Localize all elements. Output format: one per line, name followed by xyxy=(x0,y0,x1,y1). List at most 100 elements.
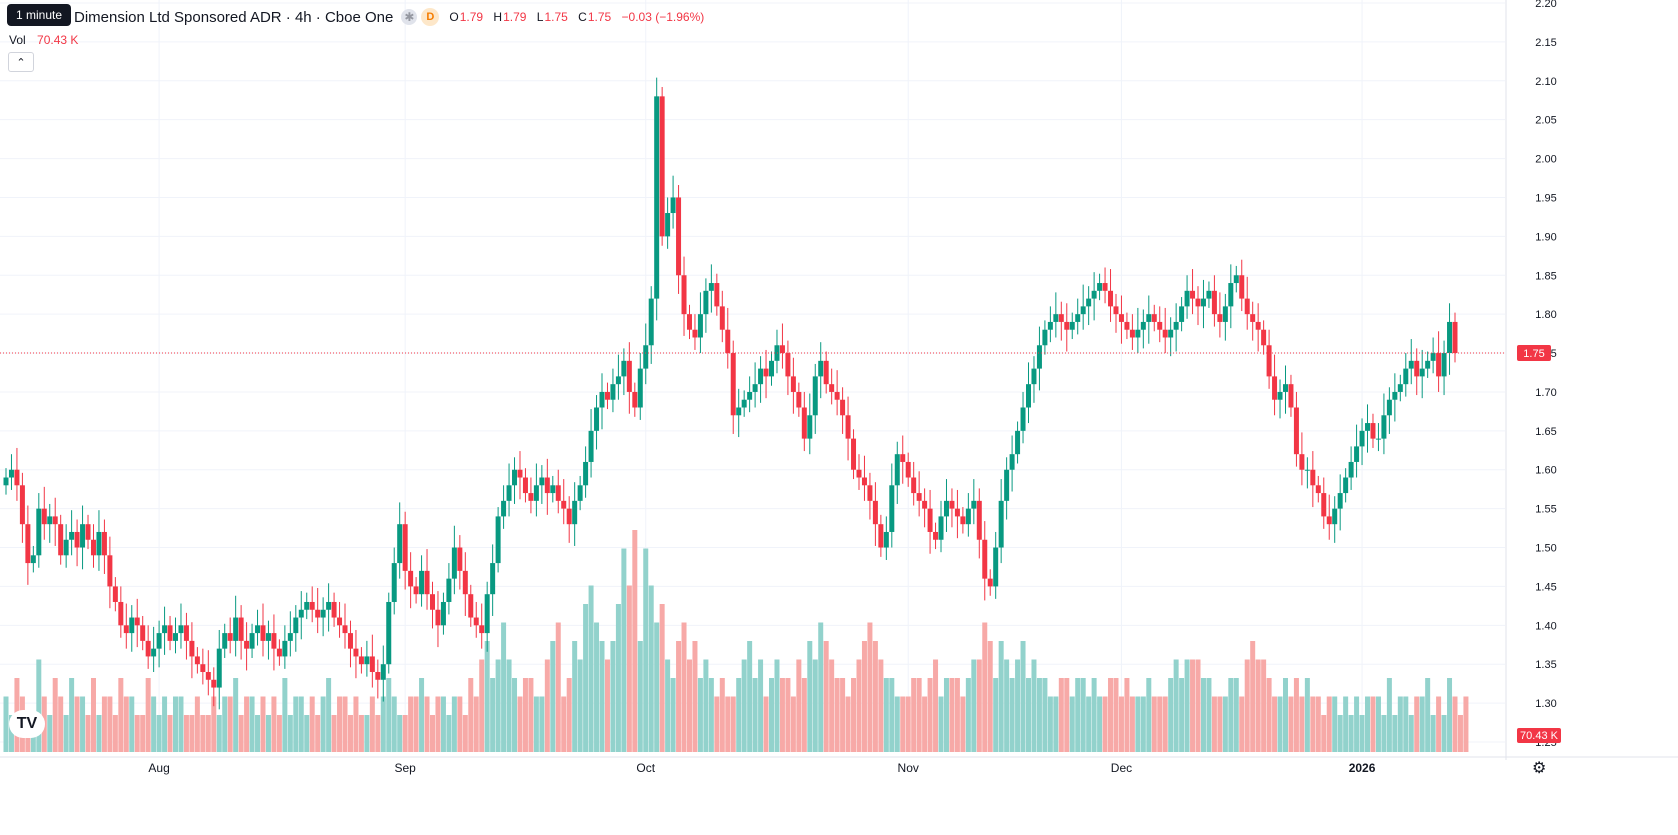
price-tick-label: 1.50 xyxy=(1535,543,1556,555)
volume-bar xyxy=(1365,696,1371,752)
volume-bar xyxy=(643,548,649,752)
candle-body xyxy=(1310,469,1316,486)
candle-body xyxy=(156,633,162,649)
candle-body xyxy=(911,477,917,494)
candle-body xyxy=(719,306,725,330)
volume-bar xyxy=(637,641,643,752)
volume-bar xyxy=(1009,678,1015,752)
volume-bar xyxy=(730,696,736,752)
candle-body xyxy=(878,524,884,548)
volume-bar xyxy=(725,696,731,752)
volume-bar xyxy=(588,585,594,752)
volume-bar xyxy=(790,696,796,752)
candle-body xyxy=(676,197,682,276)
candle-body xyxy=(1042,329,1048,346)
volume-bar xyxy=(457,696,463,752)
candle-body xyxy=(588,430,594,462)
volume-bar xyxy=(479,659,485,752)
volume-bar xyxy=(916,678,922,752)
volume-bar xyxy=(752,678,758,752)
low-key: L xyxy=(536,10,544,24)
volume-bar xyxy=(632,530,638,752)
candle-body xyxy=(440,601,446,626)
candle-body xyxy=(1293,407,1299,455)
volume-bar xyxy=(583,604,589,752)
volume-bar xyxy=(1026,678,1032,752)
volume-bar xyxy=(183,715,189,752)
volume-bar xyxy=(577,659,583,752)
volume-bar xyxy=(69,678,75,752)
candle-body xyxy=(1272,376,1278,400)
volume-bar xyxy=(446,715,452,752)
candle-body xyxy=(1315,485,1321,494)
candle-body xyxy=(276,648,282,657)
volume-bar xyxy=(260,696,266,752)
candle-body xyxy=(517,469,523,478)
volume-bar xyxy=(659,604,665,752)
candle-body xyxy=(539,477,545,486)
candle-body xyxy=(834,391,840,400)
last-volume-tag xyxy=(1517,728,1561,743)
candle-body xyxy=(987,578,993,587)
candle-body xyxy=(1239,275,1245,299)
candle-body xyxy=(1441,353,1447,377)
volume-bar xyxy=(889,678,895,752)
candle-body xyxy=(309,601,315,610)
candle-body xyxy=(375,671,381,680)
candle-body xyxy=(1113,306,1119,315)
candle-body xyxy=(697,314,703,338)
volume-bar xyxy=(599,641,605,752)
volume-bar xyxy=(1135,696,1141,752)
volume-bar xyxy=(85,715,91,752)
volume-bar xyxy=(894,696,900,752)
candle-body xyxy=(112,586,118,602)
volume-bar xyxy=(462,715,468,752)
candle-body xyxy=(933,531,939,540)
candle-body xyxy=(741,399,747,408)
volume-bar xyxy=(145,678,151,752)
candle-body xyxy=(1091,290,1097,299)
candle-body xyxy=(58,524,64,556)
candle-body xyxy=(1097,283,1103,291)
candle-body xyxy=(1282,384,1288,392)
volume-bar xyxy=(1403,696,1409,752)
candle-body xyxy=(1348,461,1354,478)
price-tick-label: 1.60 xyxy=(1535,465,1556,477)
volume-bar xyxy=(676,641,682,752)
volume-bar xyxy=(1244,659,1250,752)
collapse-legend-button[interactable]: ⌃ xyxy=(8,52,34,72)
volume-bar xyxy=(1053,696,1059,752)
candle-body xyxy=(282,640,288,657)
candle-body xyxy=(681,275,687,315)
volume-bar xyxy=(1425,678,1431,752)
volume-bar xyxy=(604,659,610,752)
candle-body xyxy=(943,500,949,517)
volume-bar xyxy=(714,696,720,752)
candle-body xyxy=(883,531,889,548)
candle-body xyxy=(337,617,343,626)
settings-gear-icon[interactable]: ⚙ xyxy=(1532,760,1547,777)
volume-bar xyxy=(1069,696,1075,752)
candle-body xyxy=(583,461,589,486)
volume-bar xyxy=(276,715,282,752)
volume-bar xyxy=(52,678,58,752)
candle-body xyxy=(506,485,512,501)
price-tick-label: 1.35 xyxy=(1535,659,1556,671)
volume-bar xyxy=(375,715,381,752)
volume-bar xyxy=(495,659,501,752)
volume-bar xyxy=(654,622,660,752)
volume-bar xyxy=(304,715,310,752)
volume-bar xyxy=(413,696,419,752)
symbol-title[interactable]: Dimension Ltd Sponsored ADR · 4h · Cboe … xyxy=(74,8,394,26)
volume-bar xyxy=(818,622,824,752)
volume-bar xyxy=(1463,696,1469,752)
volume-bar xyxy=(544,659,550,752)
candle-body xyxy=(479,625,485,634)
candle-body xyxy=(1370,423,1376,439)
volume-legend: Vol 70.43 K xyxy=(9,33,78,47)
volume-bar xyxy=(812,659,818,752)
tradingview-logo-icon[interactable]: TV xyxy=(9,710,45,738)
open-key: O xyxy=(449,10,459,24)
volume-bar xyxy=(118,678,124,752)
